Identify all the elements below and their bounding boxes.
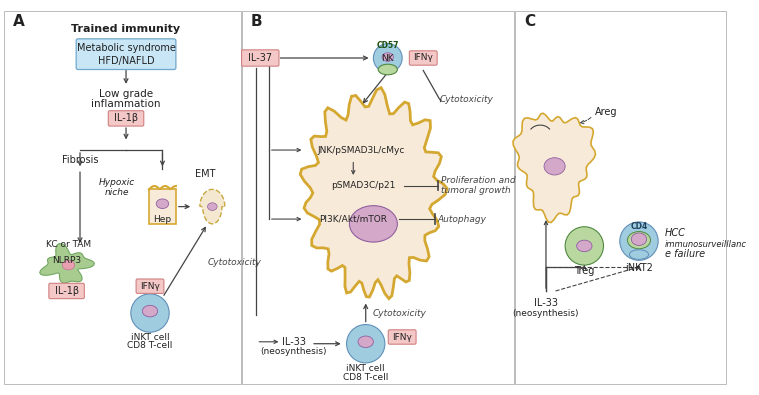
Circle shape <box>373 43 402 72</box>
Text: CD4: CD4 <box>630 222 647 231</box>
FancyBboxPatch shape <box>49 283 84 299</box>
Text: HCC: HCC <box>665 228 685 239</box>
Text: EMT: EMT <box>195 169 216 179</box>
Text: NK: NK <box>382 55 394 64</box>
Ellipse shape <box>62 260 74 270</box>
Text: CD8 T-cell: CD8 T-cell <box>343 373 389 382</box>
Text: CD57: CD57 <box>376 41 399 50</box>
Circle shape <box>620 222 658 260</box>
Text: Hypoxic: Hypoxic <box>99 178 134 187</box>
Text: IFNγ: IFNγ <box>414 53 433 62</box>
FancyBboxPatch shape <box>136 279 164 293</box>
Text: NLRP3: NLRP3 <box>52 256 81 265</box>
FancyBboxPatch shape <box>76 39 176 70</box>
FancyBboxPatch shape <box>409 51 437 65</box>
Circle shape <box>565 227 603 265</box>
Text: Autophagy: Autophagy <box>438 214 487 224</box>
Circle shape <box>347 325 385 363</box>
Bar <box>242 11 515 384</box>
Ellipse shape <box>577 240 592 252</box>
Text: Treg: Treg <box>574 266 594 276</box>
Text: Trained immunity: Trained immunity <box>71 24 181 34</box>
Text: inflammation: inflammation <box>91 99 161 109</box>
Text: IL-37: IL-37 <box>248 53 272 63</box>
Text: Fibrosis: Fibrosis <box>61 154 98 165</box>
Ellipse shape <box>631 233 647 245</box>
Text: IL-1β: IL-1β <box>114 113 138 123</box>
Polygon shape <box>513 113 596 222</box>
Bar <box>515 11 726 384</box>
Text: iNKT cell: iNKT cell <box>131 333 169 342</box>
FancyBboxPatch shape <box>389 330 416 344</box>
Bar <box>5 11 241 384</box>
Text: Hep: Hep <box>153 214 172 224</box>
Ellipse shape <box>629 250 648 260</box>
FancyBboxPatch shape <box>109 111 143 126</box>
Circle shape <box>131 294 169 332</box>
Text: pSMAD3C/p21: pSMAD3C/p21 <box>331 181 395 190</box>
Ellipse shape <box>378 64 398 75</box>
Text: iNKT2: iNKT2 <box>625 263 653 273</box>
Text: immunosurveilllanc: immunosurveilllanc <box>665 239 747 248</box>
FancyBboxPatch shape <box>149 189 176 224</box>
Text: IL-33: IL-33 <box>282 337 306 347</box>
FancyBboxPatch shape <box>241 50 279 66</box>
Text: KC or TAM: KC or TAM <box>46 239 91 248</box>
Text: Cytotoxicity: Cytotoxicity <box>373 308 427 318</box>
Text: JNK/pSMAD3L/cMyc: JNK/pSMAD3L/cMyc <box>317 145 405 154</box>
Polygon shape <box>39 244 94 283</box>
Polygon shape <box>200 189 225 224</box>
Text: CD8 T-cell: CD8 T-cell <box>128 341 173 350</box>
Ellipse shape <box>207 203 217 211</box>
Text: A: A <box>13 14 24 29</box>
Text: Cytotoxicity: Cytotoxicity <box>439 95 493 104</box>
Text: B: B <box>250 14 263 29</box>
Ellipse shape <box>143 305 158 317</box>
Text: IL-33: IL-33 <box>534 299 558 308</box>
Text: Metabolic syndrome
HFD/NAFLD: Metabolic syndrome HFD/NAFLD <box>77 43 175 66</box>
Ellipse shape <box>358 336 373 348</box>
Ellipse shape <box>382 53 393 61</box>
Text: IFNγ: IFNγ <box>392 333 412 342</box>
Text: niche: niche <box>104 188 129 197</box>
Ellipse shape <box>349 206 398 242</box>
Text: Cytotoxicity: Cytotoxicity <box>207 258 261 267</box>
Text: e failure: e failure <box>665 248 705 259</box>
Text: Low grade: Low grade <box>99 89 153 100</box>
Ellipse shape <box>544 158 565 175</box>
Polygon shape <box>301 88 447 299</box>
Text: iNKT cell: iNKT cell <box>346 364 385 373</box>
Text: IL-1β: IL-1β <box>55 286 79 296</box>
Ellipse shape <box>156 199 168 209</box>
Text: Proliferation and
tumoral growth: Proliferation and tumoral growth <box>440 176 515 195</box>
Text: (neosynthesis): (neosynthesis) <box>260 347 327 356</box>
Text: IFNγ: IFNγ <box>140 282 160 291</box>
Text: (neosynthesis): (neosynthesis) <box>513 310 579 318</box>
Text: PI3K/Akt/mTOR: PI3K/Akt/mTOR <box>320 214 387 224</box>
Text: C: C <box>524 14 535 29</box>
Ellipse shape <box>628 231 650 249</box>
Text: Areg: Areg <box>595 107 617 117</box>
